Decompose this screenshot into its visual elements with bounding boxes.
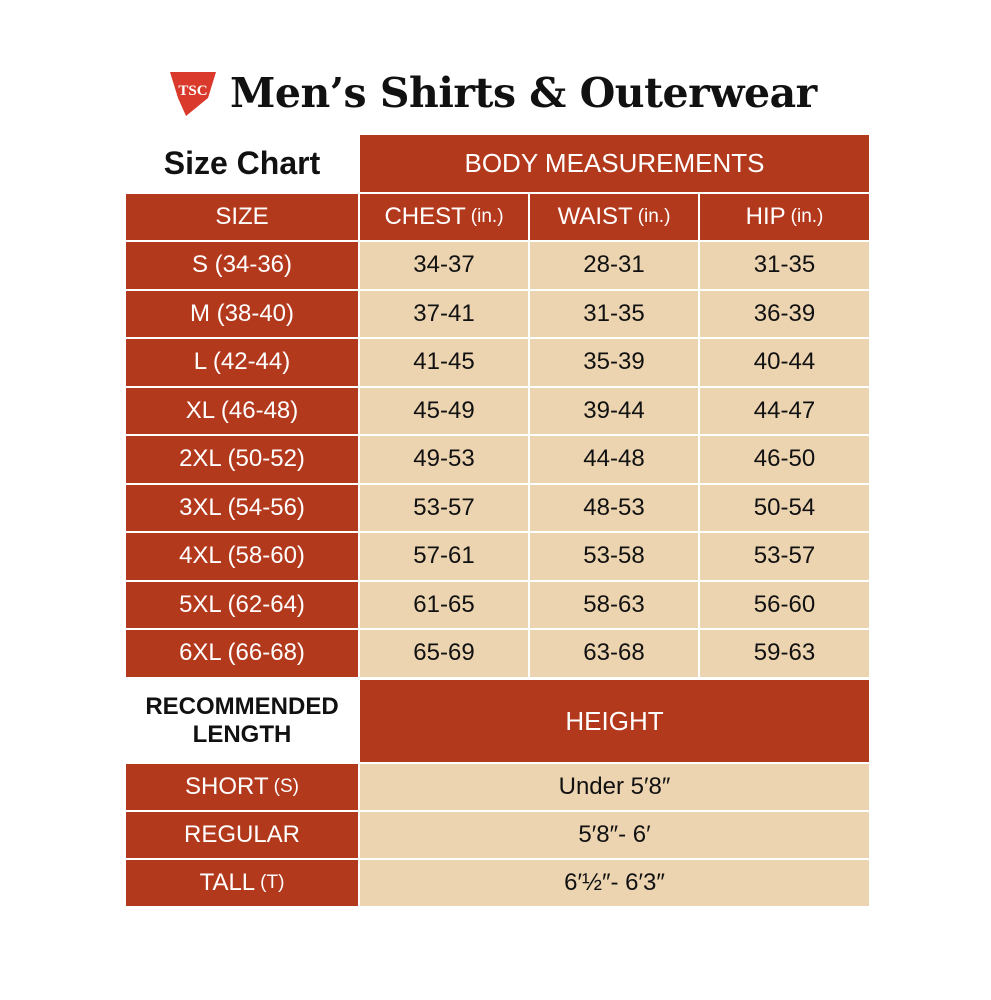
measurement-cell: 41-45 [360,339,528,386]
column-label: WAIST [557,203,633,230]
measurement-cell: 44-48 [530,436,698,483]
height-cell: 5′8″- 6′ [360,812,869,858]
size-chart-label: Size Chart [126,135,358,192]
measurement-cell: 61-65 [360,581,528,628]
size-label-cell: 2XL (50-52) [126,436,358,483]
column-header-chest: CHEST (in.) [360,194,528,240]
column-header-size: SIZE [126,194,358,240]
length-chart-table: RECOMMENDED LENGTH HEIGHT SHORT (S) Under … [126,680,869,906]
svg-text:TSC: TSC [178,83,207,99]
measurement-cell: 63-68 [530,630,698,677]
size-label-cell: 5XL (62-64) [126,581,358,628]
height-cell: 6′½″- 6′3″ [360,860,869,906]
size-chart-table: Size Chart BODY MEASUREMENTS SIZE CHEST (i… [126,135,869,677]
measurement-cell: 49-53 [360,436,528,483]
height-header: HEIGHT [360,680,869,762]
measurement-cell: 50-54 [700,484,869,531]
measurement-cell: 59-63 [700,630,869,677]
length-code: (S) [273,776,299,797]
page-title: Men’s Shirts & Outerwear [230,69,817,117]
column-label: CHEST [384,203,466,230]
measurement-cell: 40-44 [700,339,869,386]
measurement-cell: 31-35 [530,290,698,337]
length-label: REGULAR [183,821,301,848]
measurement-cell: 44-47 [700,387,869,434]
size-label-cell: M (38-40) [126,290,358,337]
measurement-cell: 53-57 [700,533,869,580]
length-label-cell: TALL (T) [126,860,358,906]
column-unit: (in.) [790,206,824,227]
label-line-1: RECOMMENDED [145,693,339,720]
height-cell: Under 5′8″ [360,764,869,810]
size-label-cell: 4XL (58-60) [126,533,358,580]
column-unit: (in.) [470,206,504,227]
measurement-cell: 48-53 [530,484,698,531]
measurement-cell: 34-37 [360,242,528,289]
measurement-cell: 58-63 [530,581,698,628]
column-label: SIZE [215,203,269,230]
size-label-cell: 3XL (54-56) [126,484,358,531]
measurement-cell: 39-44 [530,387,698,434]
label-line-2: LENGTH [192,721,292,748]
column-unit: (in.) [637,206,671,227]
length-label: SHORT [185,773,269,800]
measurement-cell: 65-69 [360,630,528,677]
measurement-cell: 56-60 [700,581,869,628]
measurement-cell: 36-39 [700,290,869,337]
tsc-logo: TSC [170,72,216,116]
size-label-cell: S (34-36) [126,242,358,289]
column-header-hip: HIP (in.) [700,194,869,240]
length-label-cell: REGULAR [126,812,358,858]
measurement-cell: 46-50 [700,436,869,483]
measurement-cell: 45-49 [360,387,528,434]
measurement-cell: 37-41 [360,290,528,337]
measurement-cell: 53-57 [360,484,528,531]
length-label: TALL [199,869,256,896]
measurement-cell: 53-58 [530,533,698,580]
size-label-cell: 6XL (66-68) [126,630,358,677]
title-bar: TSC Men’s Shirts & Outerwear [168,68,817,118]
measurement-cell: 57-61 [360,533,528,580]
recommended-length-label: RECOMMENDED LENGTH [126,680,358,762]
measurement-cell: 31-35 [700,242,869,289]
measurement-cell: 28-31 [530,242,698,289]
size-label-cell: XL (46-48) [126,387,358,434]
size-label-cell: L (42-44) [126,339,358,386]
length-code: (T) [260,872,285,893]
column-label: HIP [745,203,786,230]
length-label-cell: SHORT (S) [126,764,358,810]
column-header-waist: WAIST (in.) [530,194,698,240]
body-measurements-header: BODY MEASUREMENTS [360,135,869,192]
measurement-cell: 35-39 [530,339,698,386]
